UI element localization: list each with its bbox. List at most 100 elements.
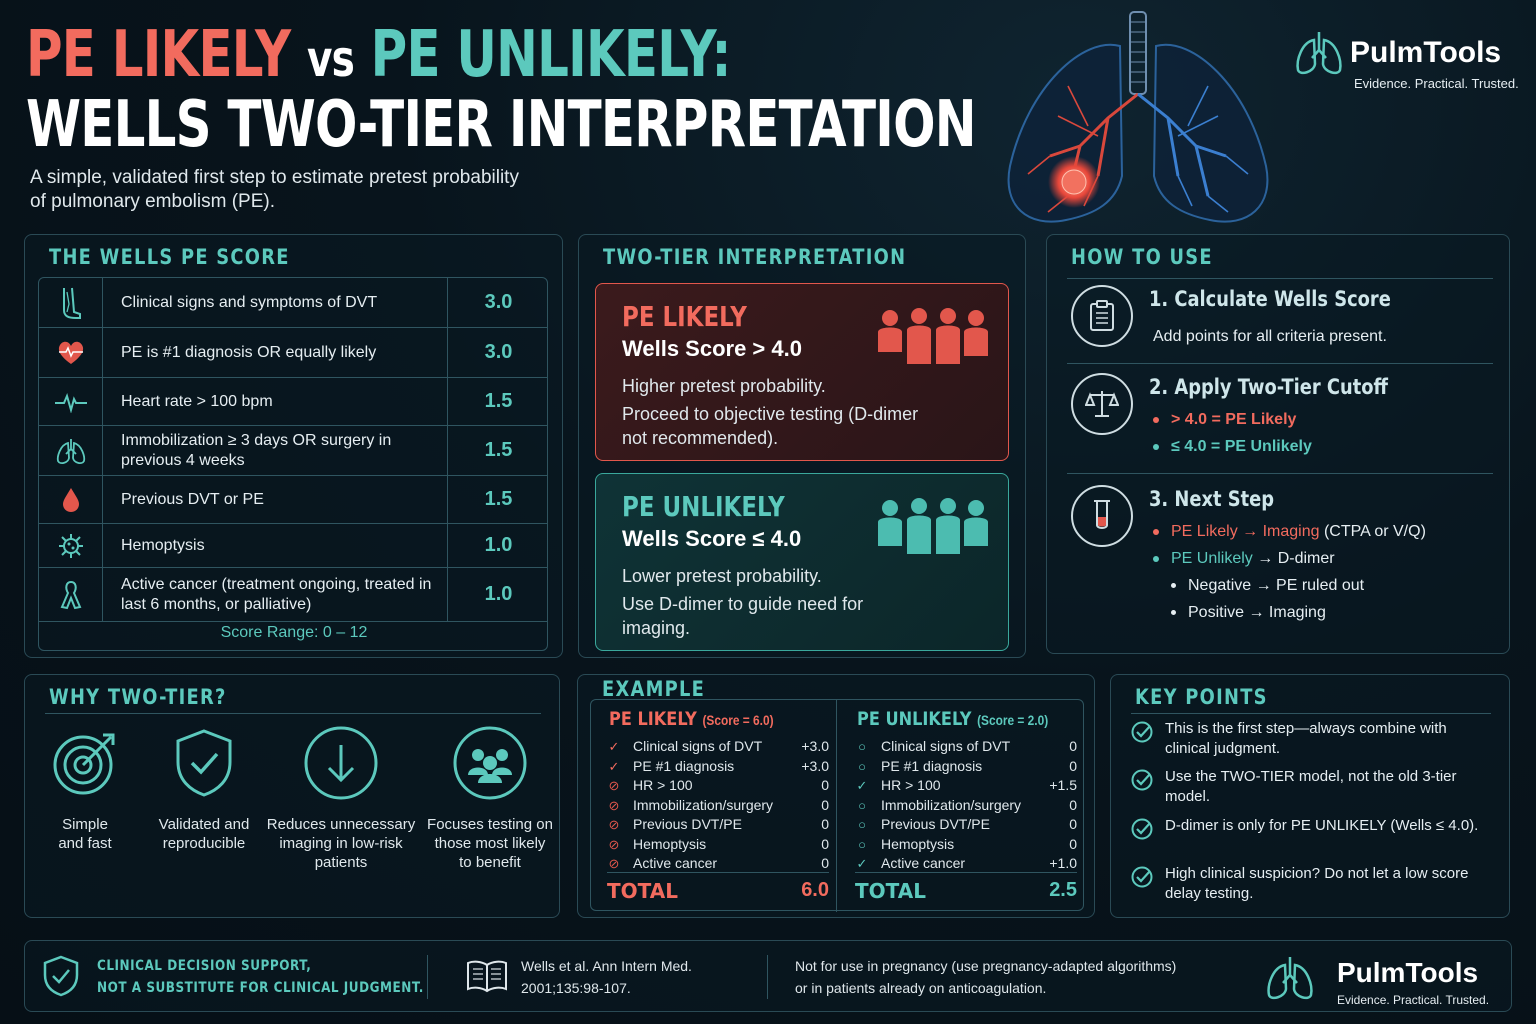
wells-row-label: Immobilization ≥ 3 days OR surgery in pr… [121,431,392,469]
example-unlikely-heading: PE UNLIKELY (Score = 2.0) [857,708,1049,730]
circle-icon: ○ [858,758,866,774]
why-title: WHY TWO-TIER? [49,685,227,709]
title-vs: vs [306,30,355,88]
pe-unlikely-desc1: Lower pretest probability. [622,566,822,586]
shield-check-icon [176,729,232,797]
virus-icon [58,533,83,558]
scale-icon [1085,391,1119,417]
pe-likely-name: PE LIKELY [622,300,747,333]
check-circle-icon [1131,818,1153,840]
divider [1067,278,1493,279]
target-icon [53,733,115,795]
wells-row-label: Hemoptysis [121,536,205,554]
example-likely-total: TOTAL 6.0 [607,872,829,903]
example-row-value: 0 [1069,835,1077,852]
pe-likely-desc2: Proceed to objective testing (D-dimer no… [622,404,919,448]
leg-vein-icon [62,287,81,319]
example-row: ○ Clinical signs of DVT 0 [855,738,1077,757]
step-next: 3. Next Step PE Likely → Imaging (CTPA o… [1067,485,1493,635]
wells-row-points: 3.0 [447,278,547,327]
example-row-value: 0 [1069,816,1077,832]
wells-row-points: 1.5 [447,476,547,523]
pe-likely-score: Wells Score > 4.0 [622,336,802,361]
footer-brand-tagline: Evidence. Practical. Trusted. [1337,993,1490,1007]
check-icon: ✓ [608,739,620,754]
example-row-value: +3.0 [801,757,829,774]
example-row: ○ PE #1 diagnosis 0 [855,758,1077,777]
lungs-icon [56,438,85,464]
key-points-title: KEY POINTS [1135,685,1268,709]
test-tube-icon [1094,500,1110,529]
step-cutoff: 2. Apply Two-Tier Cutoff > 4.0 = PE Like… [1067,373,1493,463]
heartbeat-icon [54,392,87,413]
step1-heading: 1. Calculate Wells Score [1149,287,1391,311]
score-range: Score Range: 0 – 12 [220,624,368,641]
step2-heading: 2. Apply Two-Tier Cutoff [1149,375,1388,399]
example-row-value: 0 [821,777,829,793]
wells-row-points: 1.5 [447,378,547,425]
how-to-title: HOW TO USE [1071,245,1213,269]
clipboard-icon [1090,300,1114,331]
wells-row: Hemoptysis 1.0 [39,524,547,568]
subtitle-line2: of pulmonary embolism (PE). [30,191,275,212]
example-row-label: Clinical signs of DVT [633,738,763,754]
example-row-value: 0 [1069,757,1077,774]
example-row-label: Immobilization/surgery [633,796,774,813]
example-row-label: Previous DVT/PE [633,816,742,832]
example-panel: EXAMPLE PE LIKELY (Score = 6.0) ✓ Clinica… [577,674,1095,918]
divider [1067,363,1493,364]
example-likely-column: PE LIKELY (Score = 6.0) ✓ Clinical signs … [591,700,837,912]
example-row-label: Immobilization/surgery [881,796,1022,813]
wells-row-points: 1.0 [447,524,547,567]
no-icon: ⊘ [608,817,620,832]
why-item-reduces: Reduces unnecessary imaging in low-risk … [265,725,417,872]
why-item-focuses: Focuses testing on those most likely to … [423,725,557,872]
wells-row: Active cancer (treatment ongoing, treate… [39,568,547,622]
main-title-line2: WELLS TWO-TIER INTERPRETATION [26,88,977,162]
example-row: ✓ HR > 100 +1.5 [855,777,1077,796]
key-points-panel: KEY POINTS This is the first step—always… [1110,674,1510,918]
down-arrow-icon [304,726,378,800]
wells-panel-title: THE WELLS PE SCORE [49,245,290,269]
no-icon: ⊘ [608,836,620,852]
example-box: PE LIKELY (Score = 6.0) ✓ Clinical signs … [590,699,1084,912]
wells-row-points: 1.5 [447,426,547,475]
people-teal-icon [878,498,988,554]
wells-row: Immobilization ≥ 3 days OR surgery in pr… [39,426,547,476]
book-icon [467,960,507,993]
pe-likely-desc1: Higher pretest probability. [622,376,826,396]
why-two-tier-panel: WHY TWO-TIER? Simple and fast Validated … [24,674,560,918]
example-row: ✓ Clinical signs of DVT +3.0 [607,738,829,757]
no-icon: ⊘ [608,856,620,871]
lungs-logo-icon [1296,32,1342,75]
step3-likely: PE Likely → Imaging (CTPA or V/Q) [1153,523,1426,541]
step3-positive: Positive → Imaging [1171,604,1326,622]
wells-score-panel: THE WELLS PE SCORE Clinical signs and sy… [24,234,563,658]
example-row: ⊘ HR > 100 0 [607,777,829,796]
ribbon-icon [60,580,81,609]
divider [1131,713,1491,714]
main-title-line1: PE LIKELY vs PE UNLIKELY: [26,18,731,92]
example-row-label: Clinical signs of DVT [881,738,1011,754]
example-row-value: 0 [821,816,829,832]
example-row-label: Active cancer [881,855,966,871]
example-row: ⊘ Active cancer 0 [607,855,829,874]
pe-unlikely-desc2: Use D-dimer to guide need for imaging. [622,594,864,638]
disclaimer: CLINICAL DECISION SUPPORT, NOT A SUBSTIT… [97,958,424,996]
footer-brand: PulmTools Evidence. Practical. Trusted. [1265,949,1505,1009]
footer-brand-name: PulmTools [1337,957,1479,988]
step2-likely: > 4.0 = PE Likely [1153,411,1296,429]
example-likely-heading: PE LIKELY (Score = 6.0) [609,708,774,730]
pe-likely-card: PE LIKELY Wells Score > 4.0 Higher prete… [595,283,1009,461]
example-row-label: PE #1 diagnosis [633,757,735,774]
check-circle-icon [1131,769,1153,791]
example-row: ○ Immobilization/surgery 0 [855,797,1077,816]
example-row: ✓ Active cancer +1.0 [855,855,1077,874]
step1-line: Add points for all criteria present. [1153,328,1387,345]
wells-row-label: Active cancer (treatment ongoing, treate… [121,575,432,613]
no-icon: ⊘ [608,797,620,813]
pe-unlikely-card: PE UNLIKELY Wells Score ≤ 4.0 Lower pret… [595,473,1009,651]
example-row: ⊘ Hemoptysis 0 [607,836,829,855]
wells-row-label: Heart rate > 100 bpm [121,392,273,410]
wells-row-label: PE is #1 diagnosis OR equally likely [121,343,377,361]
